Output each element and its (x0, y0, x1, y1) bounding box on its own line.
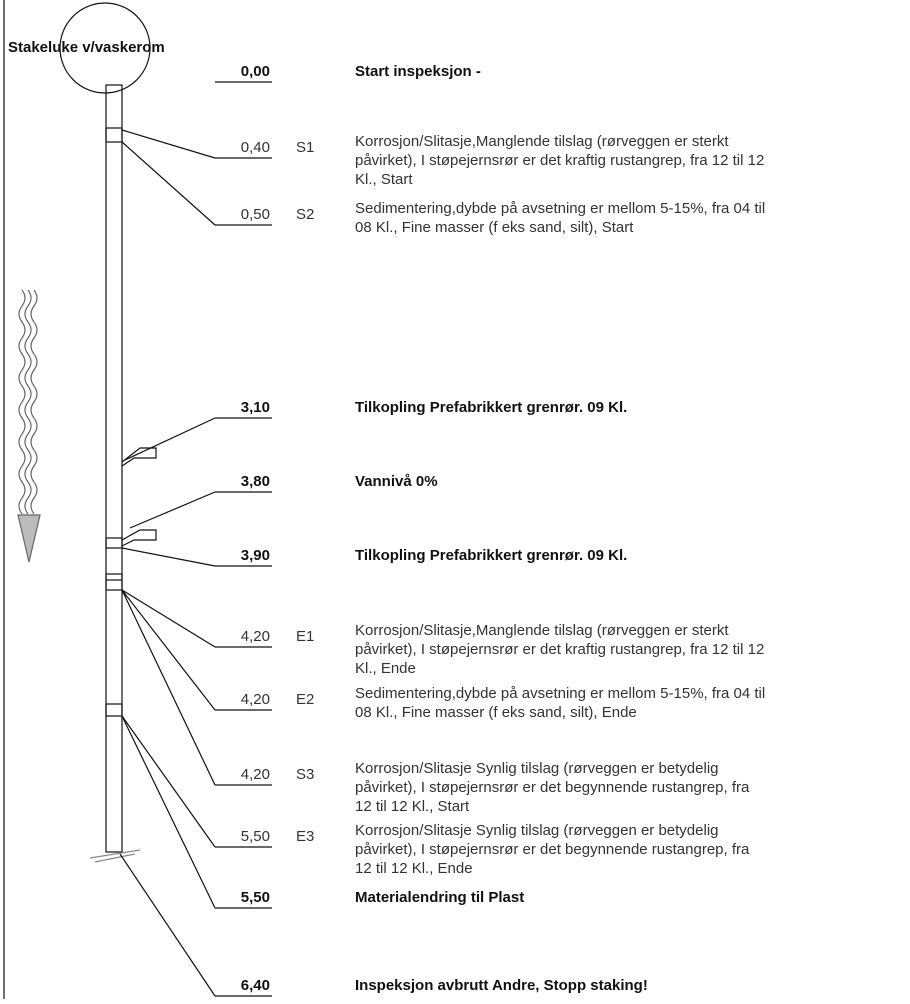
distance: 5,50 (241, 889, 270, 906)
description: Korrosjon/Slitasje Synlig tilslag (rørve… (355, 760, 719, 777)
code: S2 (296, 206, 314, 223)
title: Stakeluke v/vaskerom (8, 39, 165, 56)
code: E3 (296, 828, 314, 845)
description: påvirket), I støpejernsrør er det krafti… (355, 641, 764, 658)
leader-line (121, 589, 216, 711)
leader-line (121, 715, 216, 909)
pipe-joint (105, 573, 123, 591)
leader-line (121, 129, 216, 159)
leader-line (121, 715, 216, 848)
description: Kl., Ende (355, 660, 416, 677)
branch (121, 447, 157, 467)
branch (121, 529, 157, 547)
material-change (89, 849, 141, 863)
description: 12 til 12 Kl., Start (355, 798, 470, 815)
code: E1 (296, 628, 314, 645)
distance: 6,40 (241, 977, 270, 994)
description: Korrosjon/Slitasje Synlig tilslag (rørve… (355, 822, 719, 839)
distance: 5,50 (241, 828, 270, 845)
description: påvirket), I støpejernsrør er det begynn… (355, 841, 750, 858)
description: 08 Kl., Fine masser (f eks sand, silt), … (355, 704, 637, 721)
description: Sedimentering,dybde på avsetning er mell… (355, 685, 765, 702)
code: E2 (296, 691, 314, 708)
distance: 4,20 (241, 766, 270, 783)
description: Kl., Start (355, 171, 413, 188)
description: Materialendring til Plast (355, 889, 524, 906)
leader-line (121, 589, 216, 648)
description: Sedimentering,dybde på avsetning er mell… (355, 200, 765, 217)
pipe-joint (105, 127, 123, 143)
description: 12 til 12 Kl., Ende (355, 860, 473, 877)
distance: 0,50 (241, 206, 270, 223)
description: 08 Kl., Fine masser (f eks sand, silt), … (355, 219, 634, 236)
description: Vannivå 0% (355, 473, 438, 490)
distance: 0,40 (241, 139, 270, 156)
leader-line (119, 853, 216, 997)
description: Inspeksjon avbrutt Andre, Stopp staking! (355, 977, 648, 994)
leader-line (121, 589, 216, 786)
distance: 4,20 (241, 628, 270, 645)
manhole (59, 2, 151, 94)
pipe-joint (105, 703, 123, 717)
distance: 3,80 (241, 473, 270, 490)
description: Tilkopling Prefabrikkert grenrør. 09 Kl. (355, 399, 627, 416)
pipe (105, 84, 123, 853)
distance: 0,00 (241, 63, 270, 80)
leader-line (121, 547, 216, 567)
leader-line (124, 417, 216, 461)
description: Korrosjon/Slitasje,Manglende tilslag (rø… (355, 133, 729, 150)
description: påvirket), I støpejernsrør er det begynn… (355, 779, 750, 796)
description: påvirket), I støpejernsrør er det krafti… (355, 152, 764, 169)
distance: 4,20 (241, 691, 270, 708)
description: Start inspeksjon - (355, 63, 481, 80)
code: S3 (296, 766, 314, 783)
description: Tilkopling Prefabrikkert grenrør. 09 Kl. (355, 547, 627, 564)
pipe-joint (105, 537, 123, 549)
distance: 3,90 (241, 547, 270, 564)
code: S1 (296, 139, 314, 156)
leader-line (121, 141, 216, 226)
distance: 3,10 (241, 399, 270, 416)
flow-arrow (17, 289, 41, 563)
description: Korrosjon/Slitasje,Manglende tilslag (rø… (355, 622, 729, 639)
leader-line (129, 491, 216, 529)
